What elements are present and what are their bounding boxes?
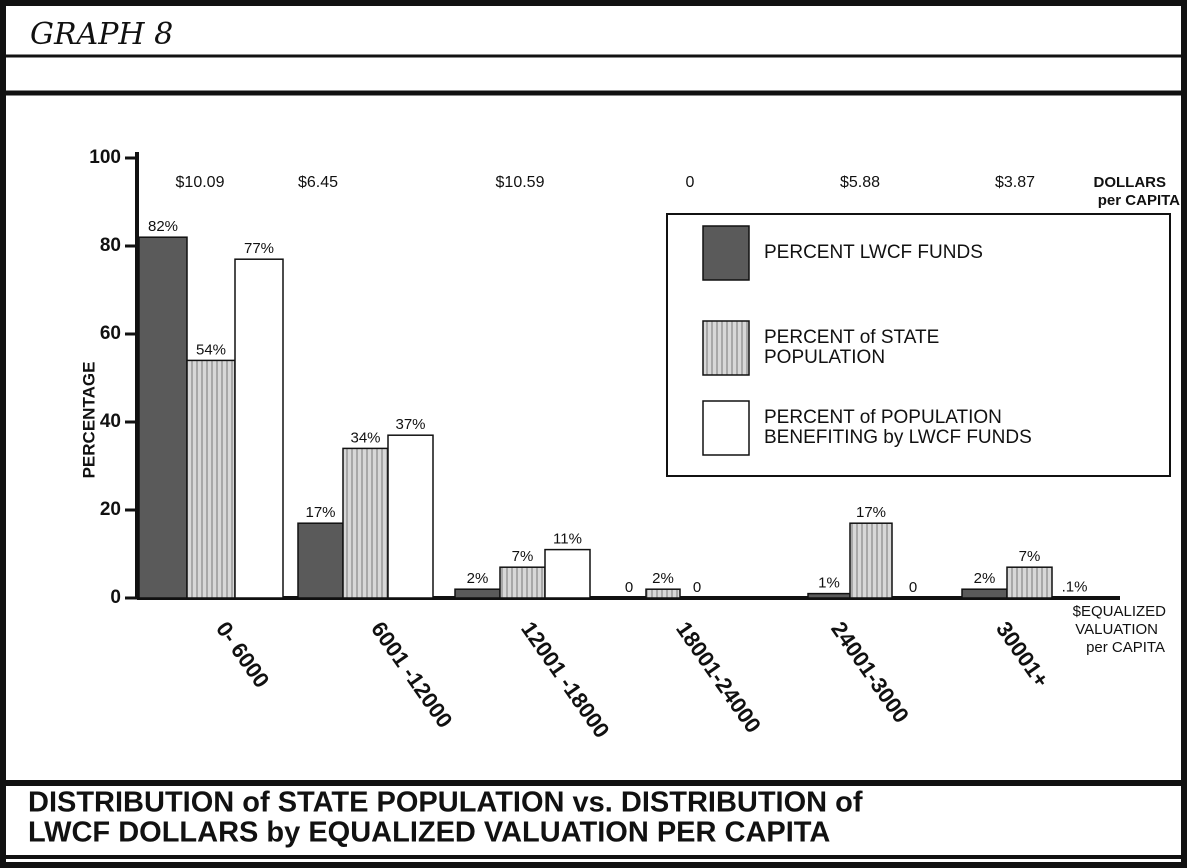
- y-tick-label: 80: [100, 235, 121, 256]
- value-label: 34%: [350, 429, 380, 446]
- dollar-label: 0: [686, 174, 695, 191]
- value-label: 0: [909, 579, 917, 596]
- legend: [666, 213, 1171, 477]
- y-axis-label: PERCENTAGE: [79, 362, 98, 479]
- y-tick-label: 20: [100, 499, 121, 520]
- value-label: 7%: [1019, 548, 1041, 565]
- bar: [1006, 566, 1053, 599]
- legend-swatch: [702, 400, 750, 456]
- dollar-label: $10.59: [496, 174, 545, 191]
- y-tick-label: 60: [100, 323, 121, 344]
- value-label: .1%: [1062, 579, 1088, 596]
- x-tick-label: 24001-3000: [826, 617, 914, 728]
- value-label: 1%: [818, 575, 840, 592]
- value-label: 82%: [148, 218, 178, 235]
- value-label: 11%: [553, 531, 582, 548]
- bar: [544, 548, 591, 599]
- x-tick-label: 6001 -12000: [366, 617, 457, 733]
- value-label: 0: [625, 579, 633, 596]
- legend-label: PERCENT of STATE POPULATION: [764, 327, 939, 368]
- dollar-label: $10.09: [176, 174, 225, 191]
- value-label: 2%: [467, 570, 489, 587]
- value-label: 2%: [652, 570, 674, 587]
- x-tick-label: 18001-24000: [671, 617, 766, 738]
- value-label: 7%: [512, 548, 534, 565]
- dollar-label: $6.45: [298, 174, 338, 191]
- x-axis-label: per CAPITA: [1086, 639, 1165, 656]
- bar: [234, 258, 284, 599]
- chart-title: DISTRIBUTION of STATE POPULATION vs. DIS…: [28, 787, 863, 819]
- bar: [849, 522, 893, 599]
- value-label: 17%: [305, 504, 335, 521]
- dollar-label: $3.87: [995, 174, 1035, 191]
- bar: [454, 588, 501, 599]
- bar: [961, 588, 1008, 599]
- graph-label: GRAPH 8: [30, 17, 173, 52]
- legend-swatch: [702, 225, 750, 281]
- value-label: 37%: [395, 416, 425, 433]
- dollars-label: per CAPITA: [1098, 192, 1180, 209]
- dollars-label: DOLLARS: [1094, 174, 1167, 191]
- bar: [342, 447, 389, 599]
- bar: [645, 588, 681, 599]
- y-tick-label: 100: [89, 147, 121, 168]
- bar: [138, 236, 188, 599]
- value-label: 77%: [244, 240, 274, 257]
- bar: [499, 566, 546, 599]
- bar: [297, 522, 344, 599]
- legend-swatch: [702, 320, 750, 376]
- dollar-label: $5.88: [840, 174, 880, 191]
- legend-label: PERCENT LWCF FUNDS: [764, 242, 983, 263]
- value-label: 17%: [856, 504, 886, 521]
- bar: [807, 592, 851, 599]
- value-label: 0: [693, 579, 701, 596]
- chart-title: LWCF DOLLARS by EQUALIZED VALUATION PER …: [28, 817, 830, 849]
- x-axis-label: $EQUALIZED: [1073, 603, 1167, 620]
- bar: [387, 434, 434, 599]
- y-tick-label: 0: [110, 587, 121, 608]
- x-tick-label: 0- 6000: [211, 617, 274, 692]
- y-tick-label: 40: [100, 411, 121, 432]
- value-label: 2%: [974, 570, 996, 587]
- x-tick-label: 30001+: [991, 617, 1054, 692]
- bar: [186, 359, 236, 599]
- legend-label: PERCENT of POPULATION BENEFITING by LWCF …: [764, 407, 1032, 448]
- value-label: 54%: [196, 341, 226, 358]
- x-axis-label: VALUATION: [1075, 621, 1158, 638]
- x-tick-label: 12001 -18000: [516, 617, 614, 743]
